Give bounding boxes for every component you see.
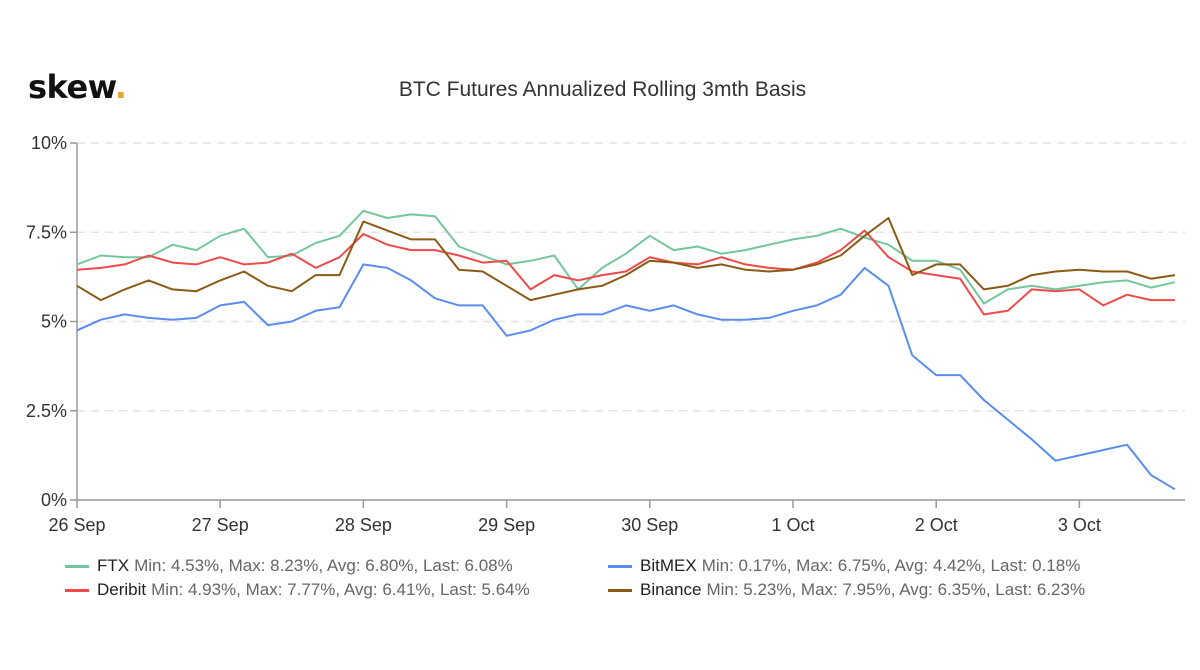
legend-series-stats: Min: 0.17%, Max: 6.75%, Avg: 4.42%, Last… bbox=[701, 556, 1081, 575]
legend-item-ftx[interactable]: FTX Min: 4.53%, Max: 8.23%, Avg: 6.80%, … bbox=[65, 556, 513, 576]
y-tick-label: 7.5% bbox=[26, 222, 67, 242]
legend-swatch bbox=[608, 588, 632, 592]
legend-series-stats: Min: 4.93%, Max: 7.77%, Avg: 6.41%, Last… bbox=[151, 580, 530, 599]
legend-series-stats: Min: 4.53%, Max: 8.23%, Avg: 6.80%, Last… bbox=[134, 556, 513, 575]
logo-text: skew bbox=[28, 68, 115, 106]
series-line-ftx bbox=[76, 209, 1176, 305]
x-tick-label: 3 Oct bbox=[1058, 515, 1101, 535]
series-line-binance bbox=[76, 217, 1176, 302]
legend-swatch bbox=[65, 564, 89, 568]
series-line-deribit bbox=[76, 229, 1175, 316]
y-tick-label: 0% bbox=[41, 490, 67, 510]
logo-dot: . bbox=[114, 68, 127, 106]
x-tick-label: 30 Sep bbox=[621, 515, 678, 535]
legend-item-binance[interactable]: Binance Min: 5.23%, Max: 7.95%, Avg: 6.3… bbox=[608, 580, 1085, 600]
x-tick-label: 2 Oct bbox=[915, 515, 958, 535]
legend-series-name: Deribit bbox=[97, 580, 147, 599]
x-tick-label: 27 Sep bbox=[192, 515, 249, 535]
legend-series-stats: Min: 5.23%, Max: 7.95%, Avg: 6.35%, Last… bbox=[706, 580, 1086, 599]
x-tick-label: 28 Sep bbox=[335, 515, 392, 535]
y-tick-label: 5% bbox=[41, 312, 67, 332]
x-tick-label: 29 Sep bbox=[478, 515, 535, 535]
chart-title: BTC Futures Annualized Rolling 3mth Basi… bbox=[398, 78, 807, 101]
legend-series-name: Binance bbox=[640, 580, 702, 599]
skew-logo: skew. bbox=[28, 68, 127, 106]
legend-series-name: BitMEX bbox=[640, 556, 697, 575]
legend-swatch bbox=[608, 564, 632, 568]
series-line-bitmex bbox=[76, 263, 1176, 491]
x-tick-label: 1 Oct bbox=[771, 515, 814, 535]
x-tick-label: 26 Sep bbox=[48, 515, 105, 535]
y-tick-label: 2.5% bbox=[26, 401, 67, 421]
legend-swatch bbox=[65, 588, 89, 592]
legend-item-bitmex[interactable]: BitMEX Min: 0.17%, Max: 6.75%, Avg: 4.42… bbox=[608, 556, 1080, 576]
y-tick-label: 10% bbox=[31, 133, 67, 153]
legend-item-deribit[interactable]: Deribit Min: 4.93%, Max: 7.77%, Avg: 6.4… bbox=[65, 580, 530, 600]
legend-series-name: FTX bbox=[97, 556, 130, 575]
